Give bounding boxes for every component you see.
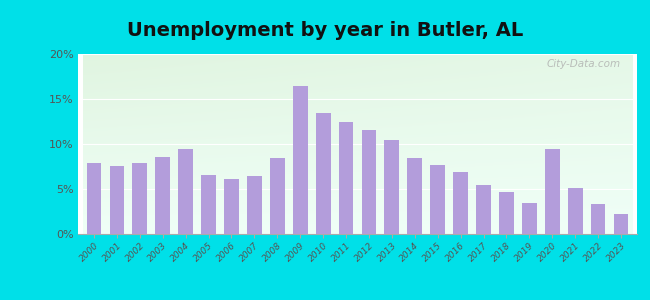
Bar (339, 122, 354, 234)
Bar (614, 214, 629, 234)
Bar (591, 204, 606, 234)
Bar (247, 176, 262, 234)
Bar (545, 149, 560, 234)
Text: Unemployment by year in Butler, AL: Unemployment by year in Butler, AL (127, 21, 523, 40)
Bar (86, 163, 101, 234)
Bar (224, 179, 239, 234)
Bar (201, 175, 216, 234)
Bar (522, 203, 537, 234)
Bar (499, 192, 514, 234)
Bar (316, 113, 331, 234)
Bar (384, 140, 399, 234)
Bar (155, 157, 170, 234)
Bar (178, 149, 193, 234)
Bar (292, 85, 307, 234)
Bar (408, 158, 422, 234)
Bar (567, 188, 582, 234)
Bar (476, 184, 491, 234)
Bar (270, 158, 285, 234)
Bar (109, 166, 124, 234)
Bar (361, 130, 376, 234)
Text: City-Data.com: City-Data.com (546, 59, 620, 69)
Bar (430, 165, 445, 234)
Bar (133, 163, 148, 234)
Bar (453, 172, 468, 234)
